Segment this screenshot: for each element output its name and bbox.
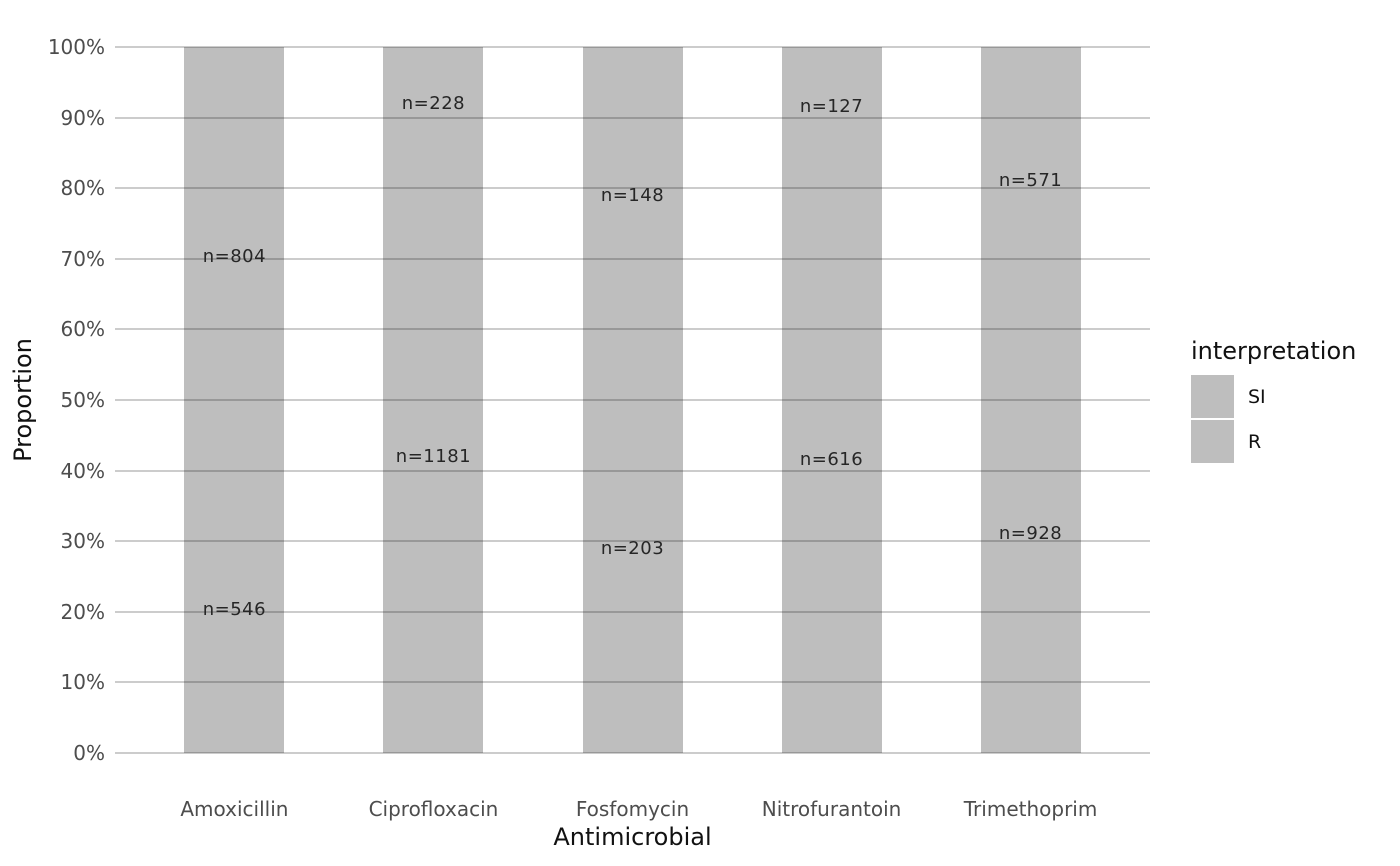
bar-segment-si (781, 47, 882, 168)
gridline (115, 540, 1150, 543)
bar-segment-r (980, 315, 1081, 753)
y-tick-label: 0% (73, 741, 105, 765)
bar-fosfomycin (582, 47, 683, 753)
y-tick-label: 50% (60, 388, 105, 412)
legend-title: interpretation (1191, 337, 1357, 365)
bar-segment-si (184, 47, 285, 468)
bar-label: n=203 (600, 537, 665, 559)
bar-segment-si (383, 47, 484, 162)
legend-items: SI R (1191, 375, 1356, 463)
bar-segment-si (980, 47, 1081, 316)
legend-swatch-icon (1191, 375, 1234, 418)
bar-nitrofurantoin (781, 47, 882, 753)
x-tick-label: Ciprofloxacin (368, 797, 499, 821)
gridline (115, 469, 1150, 472)
bar-label: n=546 (202, 599, 267, 621)
gridline (115, 46, 1150, 48)
x-axis-title: Antimicrobial (553, 823, 712, 851)
bar-segment-r (582, 344, 683, 753)
gridline (115, 187, 1150, 190)
y-tick-label: 70% (60, 246, 105, 271)
legend-item-r: R (1191, 420, 1356, 463)
x-tick-label: Amoxicillin (180, 797, 289, 821)
bar-label: n=1181 (395, 446, 472, 468)
bar-label: n=804 (202, 246, 267, 268)
y-tick-label: 10% (60, 670, 105, 695)
bar-label: n=571 (998, 170, 1063, 192)
gridline (115, 752, 1150, 754)
bar-segment-r (184, 467, 285, 753)
legend-swatch-icon (1191, 420, 1234, 463)
legend: interpretation SI R (1191, 336, 1356, 465)
bar-label: n=148 (600, 184, 665, 206)
y-tick-label: 30% (60, 529, 105, 554)
bar-segment-si (582, 47, 683, 345)
y-tick-label: 40% (60, 458, 105, 483)
x-tick-label: Trimethoprim (963, 797, 1098, 821)
legend-label: R (1248, 430, 1262, 453)
y-tick-label: 60% (60, 317, 105, 342)
y-tick-label: 90% (60, 105, 105, 130)
bar-trimethoprim (980, 47, 1081, 753)
bar-segment-r (383, 161, 484, 753)
x-tick-label: Fosfomycin (575, 797, 690, 821)
bar-label: n=928 (998, 523, 1063, 545)
y-tick-label: 100% (47, 35, 105, 59)
bar-amoxicillin (184, 47, 285, 753)
y-tick-label: 20% (60, 599, 105, 624)
y-tick-label: 80% (60, 176, 105, 201)
gridline (115, 399, 1150, 401)
gridline (115, 610, 1150, 613)
bar-segment-r (781, 167, 882, 753)
gridline (115, 681, 1150, 684)
bar-label: n=228 (401, 93, 466, 115)
bar-ciprofloxacin (383, 47, 484, 753)
bar-label: n=127 (799, 96, 864, 118)
bar-label: n=616 (799, 449, 864, 471)
legend-item-si: SI (1191, 375, 1356, 418)
gridline (115, 116, 1150, 119)
gridline (115, 257, 1150, 260)
gridline (115, 328, 1150, 331)
legend-label: SI (1248, 385, 1266, 408)
x-tick-label: Nitrofurantoin (761, 797, 902, 821)
